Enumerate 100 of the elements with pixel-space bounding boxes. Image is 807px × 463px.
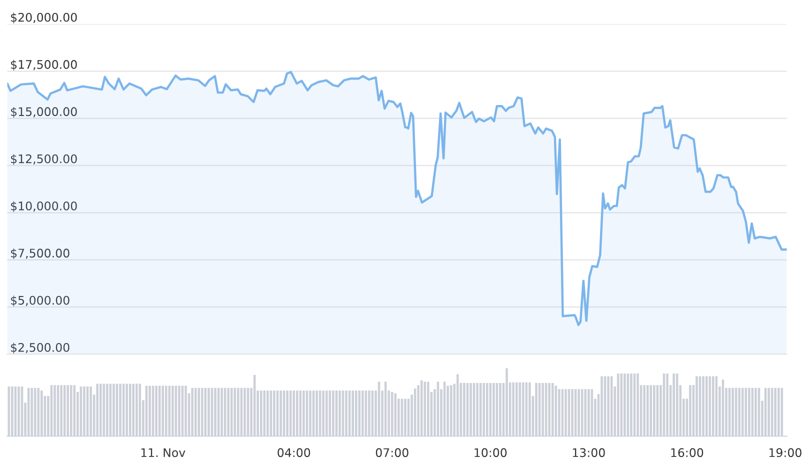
bar [571, 389, 574, 436]
y-tick-label: $2,500.00 [11, 342, 70, 354]
bar [732, 388, 734, 436]
bar [486, 383, 488, 436]
bar [643, 385, 646, 436]
bar [672, 374, 675, 436]
bar [689, 385, 692, 436]
bar [741, 388, 744, 436]
bar [712, 376, 714, 436]
x-tick-label: 11. Nov [141, 448, 186, 458]
bar [492, 383, 495, 436]
x-tick-label: 07:00 [376, 448, 408, 458]
bar [580, 389, 584, 436]
bar [191, 388, 194, 436]
x-tick-label: 19:00 [769, 448, 802, 458]
bar [40, 390, 43, 436]
bar [338, 390, 341, 436]
bar [220, 388, 223, 436]
bar [390, 392, 394, 436]
y-tick-label: $10,000.00 [11, 201, 77, 212]
bar [424, 382, 426, 436]
y-tick-label: $7,500.00 [11, 248, 70, 260]
bar [584, 389, 587, 436]
bar [102, 384, 106, 436]
x-tick-label: 16:00 [671, 448, 704, 458]
bar [316, 390, 318, 436]
bar [325, 390, 328, 436]
bar [66, 385, 70, 436]
bar [535, 383, 538, 436]
bar [624, 374, 626, 436]
bar [126, 384, 128, 436]
bar [427, 382, 430, 436]
bar [11, 386, 14, 436]
bar [198, 388, 200, 436]
bar [708, 376, 711, 436]
bar [607, 376, 610, 436]
bar [230, 388, 233, 436]
bar [18, 386, 20, 436]
bar [456, 374, 459, 436]
bar [564, 389, 567, 436]
bar [558, 389, 560, 436]
bar [162, 386, 164, 436]
bar [358, 390, 361, 436]
bar [332, 390, 334, 436]
bar [208, 388, 210, 436]
bar [754, 388, 757, 436]
bar [512, 382, 514, 436]
bar [362, 390, 364, 436]
bar [774, 388, 777, 436]
bar [578, 389, 580, 436]
x-tick-label: 04:00 [278, 448, 310, 458]
bar [37, 388, 40, 436]
bar [420, 380, 423, 436]
bar [666, 374, 668, 436]
bar [322, 390, 324, 436]
y-tick-label: $15,000.00 [11, 106, 77, 118]
bar [164, 386, 168, 436]
bar [227, 388, 230, 436]
bar [263, 390, 266, 436]
bar [653, 385, 656, 436]
bar [636, 374, 639, 436]
y-tick-label: $5,000.00 [11, 296, 70, 306]
bar [738, 388, 740, 436]
bar [70, 385, 72, 436]
bar [748, 388, 750, 436]
bar [54, 385, 56, 436]
bar [184, 386, 187, 436]
bar [630, 374, 632, 436]
bar [470, 383, 472, 436]
bar [744, 388, 748, 436]
bar [446, 386, 449, 436]
bar [280, 390, 282, 436]
bar [404, 398, 406, 436]
bar [345, 390, 348, 436]
bar [352, 390, 354, 436]
bar [244, 388, 246, 436]
bar [83, 386, 86, 436]
bar [60, 385, 62, 436]
bar [600, 376, 603, 436]
bar [34, 388, 36, 436]
bar [99, 384, 102, 436]
bar [777, 388, 780, 436]
bar [292, 390, 296, 436]
bar [499, 383, 502, 436]
bar [178, 386, 180, 436]
bar [136, 384, 138, 436]
bar [302, 390, 305, 436]
bar [273, 390, 276, 436]
bar [463, 383, 466, 436]
x-tick-label: 13:00 [572, 448, 605, 458]
bar [646, 385, 649, 436]
bar [616, 374, 620, 436]
bar [522, 382, 524, 436]
bar [132, 384, 135, 436]
bar [96, 384, 98, 436]
y-tick-label: $17,500.00 [11, 60, 77, 71]
bar [237, 388, 240, 436]
y-tick-label: $12,500.00 [11, 154, 77, 165]
bar [548, 383, 550, 436]
bar [286, 390, 288, 436]
